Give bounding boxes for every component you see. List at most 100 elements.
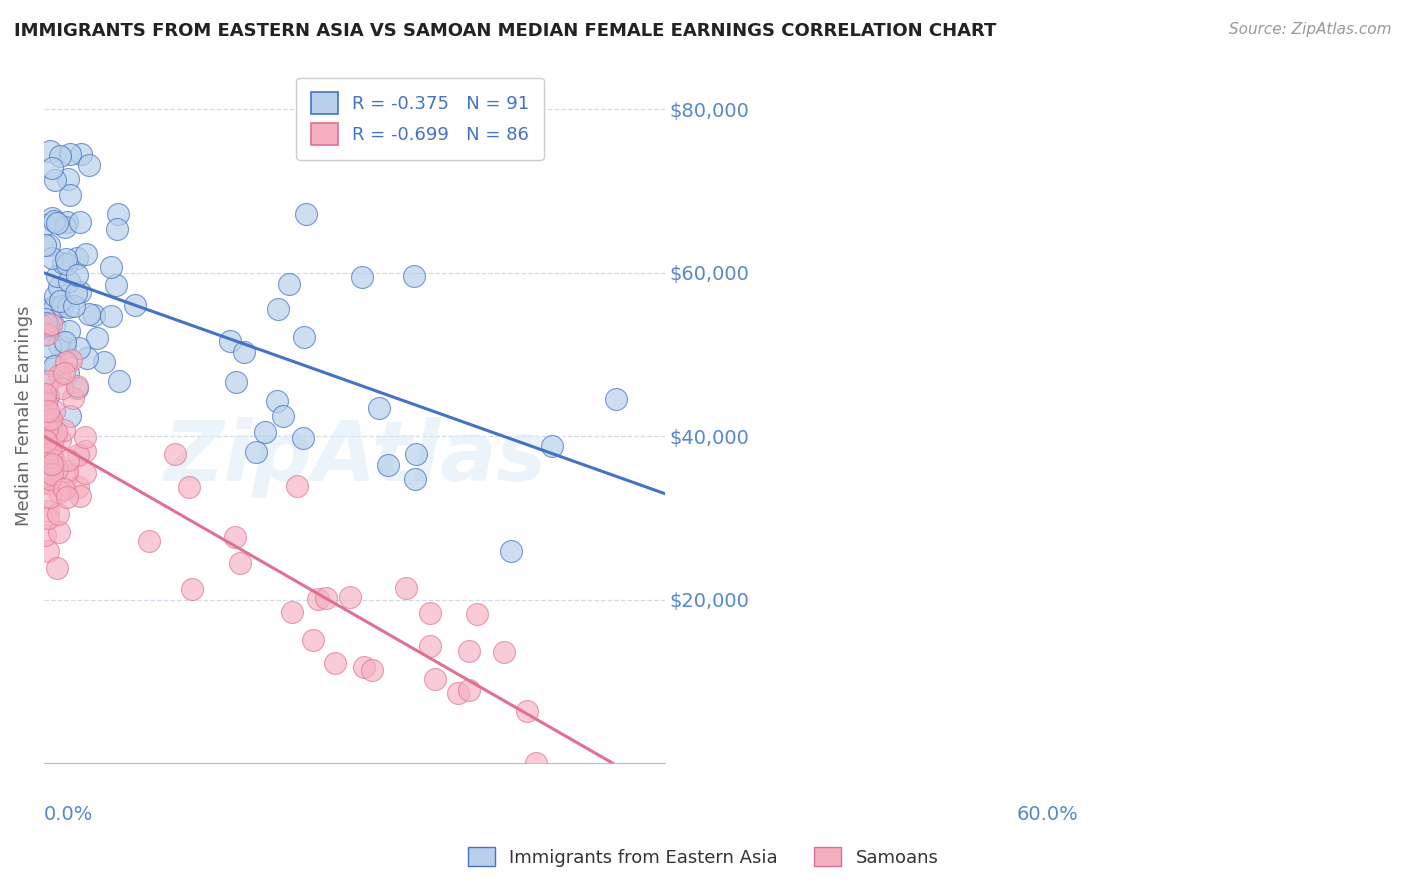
Point (37, 318, 59, 332)
Point (45, 359, 67, 373)
Point (41, 211, 63, 225)
Point (53, 220, 76, 235)
Point (59, 409, 82, 424)
Point (42, 452, 65, 467)
Point (59, 352, 82, 367)
Point (225, 376, 247, 390)
Point (44, 173, 66, 187)
Point (35, 467, 58, 482)
Point (42, 319, 65, 334)
Point (53, 341, 76, 355)
Point (48, 434, 70, 448)
Point (51, 381, 73, 395)
Point (58, 366, 80, 380)
Point (41, 451, 63, 466)
Point (37, 510, 59, 524)
Point (41, 300, 63, 314)
Point (271, 409, 294, 423)
Point (368, 401, 391, 415)
Text: 60.0%: 60.0% (1017, 805, 1078, 824)
Point (254, 425, 277, 439)
Point (34, 387, 56, 401)
Point (37, 543, 59, 558)
Point (181, 582, 204, 597)
Point (516, 704, 538, 718)
Point (65, 285, 87, 300)
Point (605, 392, 627, 406)
Point (108, 374, 131, 388)
Point (35, 422, 58, 436)
Point (53, 335, 76, 350)
Point (52, 482, 75, 496)
Point (138, 534, 160, 549)
Point (56, 172, 79, 186)
Point (59, 187, 82, 202)
Point (46, 561, 69, 575)
Point (69, 489, 91, 503)
Point (41, 161, 63, 175)
Point (77, 157, 100, 171)
Point (56, 453, 79, 467)
Text: ZipAtlas: ZipAtlas (163, 417, 546, 498)
Point (69, 285, 91, 299)
Point (353, 659, 375, 673)
Point (66, 268, 89, 282)
Point (38, 238, 60, 252)
Point (66, 251, 89, 265)
Point (56, 464, 79, 478)
Point (34, 528, 56, 542)
Point (104, 278, 127, 293)
Point (38, 340, 60, 354)
Point (48, 280, 70, 294)
Point (405, 447, 427, 461)
Point (35, 424, 58, 438)
Point (58, 324, 80, 338)
Point (35, 396, 58, 410)
Point (267, 301, 290, 316)
Point (86, 331, 108, 345)
Point (42, 454, 65, 468)
Point (39, 491, 62, 505)
Point (38, 374, 60, 388)
Point (46, 507, 69, 521)
Point (229, 557, 252, 571)
Point (66, 379, 89, 393)
Point (165, 447, 187, 461)
Point (41, 457, 63, 471)
Text: Source: ZipAtlas.com: Source: ZipAtlas.com (1229, 22, 1392, 37)
Point (315, 591, 337, 606)
Point (55, 252, 77, 266)
Point (52, 256, 75, 270)
Point (465, 607, 488, 621)
Point (42, 214, 65, 228)
Point (83, 308, 105, 322)
Point (224, 530, 246, 544)
Point (38, 476, 60, 491)
Point (39, 144, 62, 158)
Point (425, 672, 447, 686)
Point (34, 219, 56, 233)
Point (58, 274, 80, 288)
Point (35, 434, 58, 449)
Point (75, 466, 97, 480)
Point (458, 643, 481, 657)
Point (285, 479, 308, 493)
Point (524, 756, 547, 771)
Point (292, 330, 315, 344)
Point (55, 467, 77, 482)
Point (35, 316, 58, 330)
Point (41, 251, 63, 265)
Point (70, 147, 93, 161)
Point (34, 312, 56, 326)
Point (37, 389, 59, 403)
Point (44, 359, 66, 374)
Point (93, 355, 115, 369)
Point (38, 412, 60, 426)
Point (350, 269, 373, 284)
Point (46, 268, 69, 283)
Point (266, 393, 288, 408)
Point (307, 591, 329, 606)
Point (124, 298, 146, 312)
Point (44, 301, 66, 315)
Point (45, 425, 67, 440)
